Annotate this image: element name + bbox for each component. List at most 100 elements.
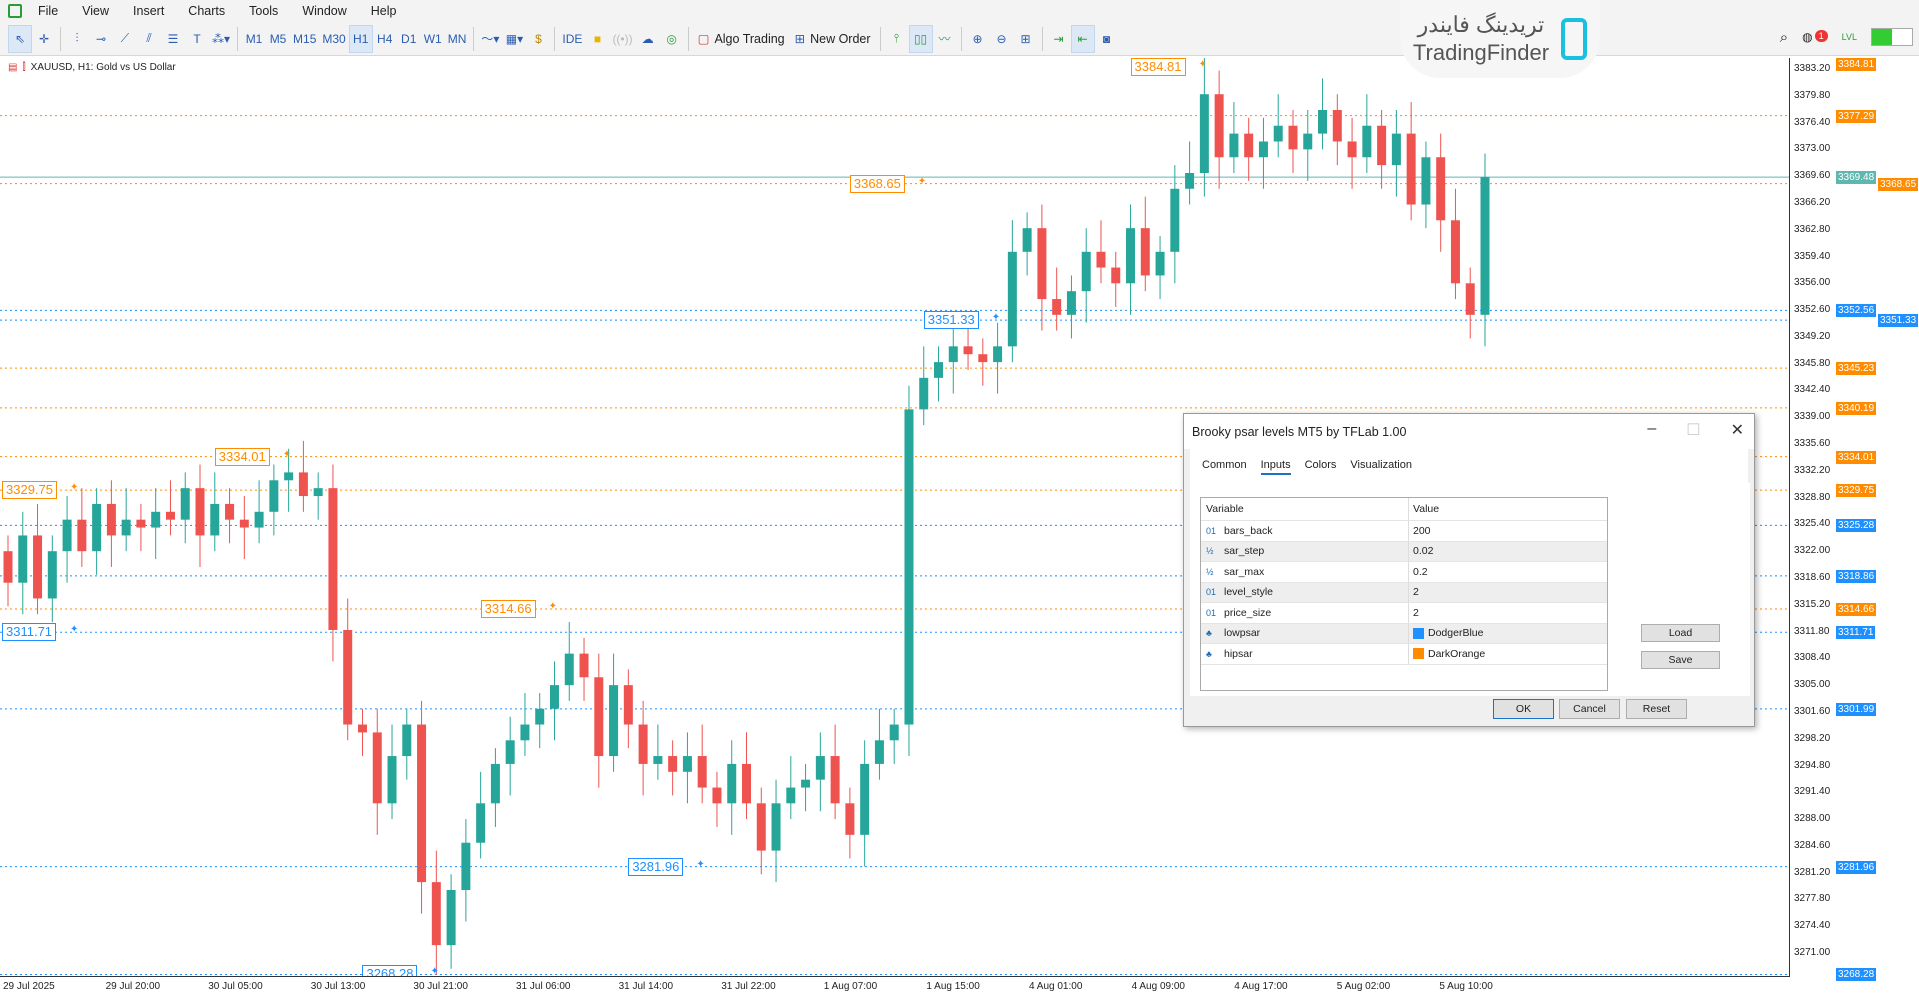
crosshair-icon[interactable]: ✛: [38, 31, 50, 46]
cancel-button[interactable]: Cancel: [1559, 699, 1620, 719]
bullish-candle: [1480, 177, 1490, 315]
param-row-sar_step[interactable]: ½ sar_step 0.02: [1201, 541, 1607, 562]
price-tick: 3339.00: [1794, 411, 1831, 423]
line-chart-icon[interactable]: 〰: [938, 32, 951, 46]
menu-charts[interactable]: Charts: [188, 4, 226, 18]
algo-trading-label: Algo Trading: [714, 31, 785, 46]
notifications-button[interactable]: ◍ 1: [1802, 30, 1828, 44]
bearish-candle: [1096, 251, 1106, 268]
zoom-in-icon[interactable]: ⊕: [972, 31, 983, 46]
time-axis[interactable]: 29 Jul 2025 29 Jul 20:00 30 Jul 05:00 30 Ju…: [0, 976, 1790, 996]
tab-inputs[interactable]: Inputs: [1260, 459, 1291, 475]
signal-icon[interactable]: ((•)): [612, 31, 633, 46]
price-tick: 3383.20: [1794, 63, 1831, 74]
param-value[interactable]: 0.02: [1409, 545, 1433, 557]
notification-badge: 1: [1814, 30, 1828, 42]
channel-icon[interactable]: ⫽: [146, 31, 152, 45]
market-icon[interactable]: ■: [593, 31, 602, 46]
tf-m30[interactable]: M30: [322, 31, 346, 46]
param-row-lowpsar[interactable]: ♣ lowpsar DodgerBlue: [1201, 623, 1607, 644]
param-value[interactable]: DodgerBlue: [1409, 627, 1483, 639]
bearish-candle: [845, 803, 855, 835]
param-value[interactable]: 200: [1409, 525, 1431, 537]
param-row-price_size[interactable]: 01 price_size 2: [1201, 603, 1607, 624]
menu-view[interactable]: View: [82, 4, 110, 18]
param-value[interactable]: 2: [1409, 607, 1419, 619]
cursor-icon[interactable]: ⇖: [8, 24, 32, 53]
ide-button[interactable]: IDE: [562, 31, 583, 46]
menu-tools[interactable]: Tools: [249, 4, 279, 18]
bullish-candle: [786, 787, 796, 804]
menu-help[interactable]: Help: [370, 4, 397, 18]
param-value[interactable]: 2: [1409, 586, 1419, 598]
dialog-titlebar[interactable]: Brooky psar levels MT5 by TFLab 1.00 – ☐…: [1184, 414, 1754, 449]
tf-m5[interactable]: M5: [269, 31, 287, 46]
menu-file[interactable]: File: [38, 4, 59, 18]
menu-insert[interactable]: Insert: [133, 4, 165, 18]
tf-w1[interactable]: W1: [423, 31, 442, 46]
param-value[interactable]: 0.2: [1409, 566, 1428, 578]
autoscroll-icon[interactable]: ⇥: [1053, 31, 1064, 46]
bullish-candle: [1170, 188, 1180, 252]
maximize-icon[interactable]: ☐: [1686, 422, 1701, 439]
screenshot-icon[interactable]: ◙: [1102, 31, 1111, 46]
minimize-icon[interactable]: –: [1647, 420, 1657, 437]
tf-m1[interactable]: M1: [245, 31, 263, 46]
bullish-candle: [1229, 133, 1239, 158]
shapes-icon[interactable]: ⁂▾: [212, 31, 231, 46]
connection-status-toggle[interactable]: [1871, 28, 1913, 46]
menu-window[interactable]: Window: [302, 4, 347, 18]
templates-icon[interactable]: ▦▾: [505, 31, 524, 46]
tf-d1[interactable]: D1: [401, 31, 417, 46]
param-value[interactable]: DarkOrange: [1409, 648, 1485, 660]
chart-shift-icon[interactable]: ⇤: [1070, 24, 1095, 53]
price-tick: 3308.40: [1794, 652, 1831, 664]
tf-h4[interactable]: H4: [377, 31, 393, 46]
trendline-icon[interactable]: ⟋: [120, 31, 130, 45]
param-row-hipsar[interactable]: ♣ hipsar DarkOrange: [1201, 644, 1607, 665]
tf-h1[interactable]: H1: [348, 24, 373, 53]
vertical-line-icon[interactable]: ⫶: [75, 31, 79, 45]
bearish-candle: [623, 685, 633, 725]
low-level-price-label: 3301.99: [1836, 702, 1877, 716]
indicators-icon[interactable]: 〜▾: [481, 32, 500, 46]
fibonacci-icon[interactable]: ☰: [167, 31, 179, 46]
horizontal-line-icon[interactable]: ⊸: [95, 31, 107, 46]
price-tick: 3373.00: [1794, 143, 1831, 155]
tf-mn[interactable]: MN: [447, 31, 467, 46]
param-row-sar_max[interactable]: ½ sar_max 0.2: [1201, 562, 1607, 583]
chart-title: ▤ ⫿ XAUUSD, H1: Gold vs US Dollar: [8, 62, 176, 73]
tile-icon[interactable]: ⊞: [1020, 31, 1031, 46]
save-button[interactable]: Save: [1641, 651, 1720, 669]
tf-m15[interactable]: M15: [293, 31, 317, 46]
price-axis[interactable]: 3383.20 3379.80 3376.40 3373.00 3369.60 3366.…: [1790, 58, 1919, 982]
toolbar: ⇖ ✛ ⫶ ⊸ ⟋ ⫽ ☰ T ⁂▾ M1 M5 M15 M30 H1 H4 D…: [0, 22, 1919, 56]
time-tick: 5 Aug 02:00: [1336, 981, 1391, 992]
low-level-price-label: 3268.28: [1836, 968, 1877, 982]
ok-button[interactable]: OK: [1493, 699, 1554, 719]
tab-colors[interactable]: Colors: [1304, 459, 1337, 471]
reset-button[interactable]: Reset: [1626, 699, 1687, 719]
close-icon[interactable]: ✕: [1730, 422, 1744, 439]
candlestick-icon[interactable]: ▯▯: [908, 24, 933, 53]
vps-icon[interactable]: ☁: [641, 31, 654, 46]
bearish-candle: [1436, 157, 1446, 221]
param-row-bars_back[interactable]: 01 bars_back 200: [1201, 521, 1607, 542]
algo-trading-button[interactable]: ▢ Algo Trading: [693, 31, 790, 47]
text-icon[interactable]: T: [193, 31, 201, 46]
bullish-candle: [934, 362, 944, 378]
zoom-out-icon[interactable]: ⊖: [996, 31, 1007, 46]
price-tick: 3359.40: [1794, 250, 1831, 262]
global-icon[interactable]: ◎: [666, 31, 677, 46]
param-row-level_style[interactable]: 01 level_style 2: [1201, 582, 1607, 603]
bar-chart-icon[interactable]: ⫯: [893, 31, 900, 45]
bullish-candle: [535, 708, 545, 725]
app-icon: [8, 4, 22, 18]
tab-visualization[interactable]: Visualization: [1350, 459, 1412, 471]
lvl-icon[interactable]: LVL: [1841, 32, 1857, 42]
dollar-icon[interactable]: $: [535, 31, 542, 46]
new-order-button[interactable]: ⊞ New Order: [790, 31, 876, 47]
tab-common[interactable]: Common: [1202, 459, 1247, 471]
load-button[interactable]: Load: [1641, 624, 1720, 642]
search-icon[interactable]: ⌕: [1779, 28, 1789, 46]
